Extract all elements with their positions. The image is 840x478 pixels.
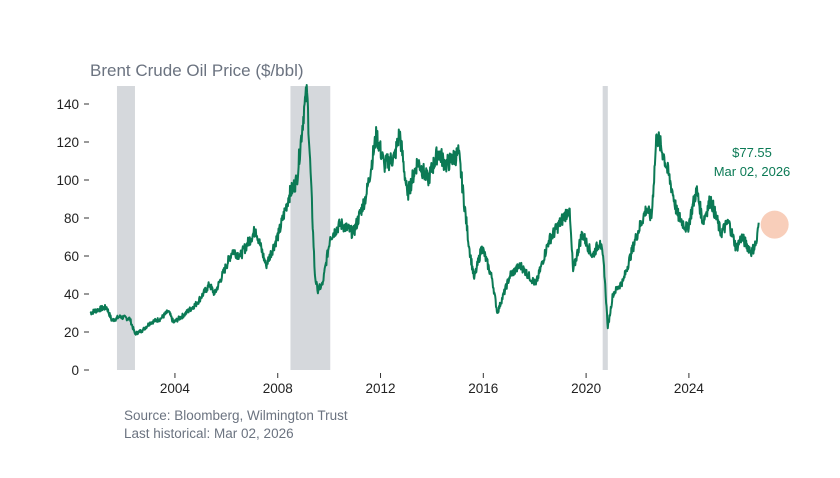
- y-tick-label: 100: [56, 173, 79, 188]
- source-note: Source: Bloomberg, Wilmington Trust: [124, 408, 348, 423]
- x-axis: 2004 2008 2012 2016 2020 2024: [160, 373, 704, 396]
- chart-title: Brent Crude Oil Price ($/bbl): [90, 61, 304, 80]
- annotation-date: Mar 02, 2026: [714, 164, 791, 179]
- y-tick-label: 0: [71, 363, 79, 378]
- recession-band: [290, 86, 331, 370]
- y-tick-label: 20: [64, 325, 79, 340]
- y-axis: 0 20 40 60 80 100 120 140: [56, 97, 89, 378]
- x-tick-label: 2024: [674, 381, 705, 396]
- recession-band: [602, 86, 608, 370]
- last-historical-note: Last historical: Mar 02, 2026: [124, 426, 294, 441]
- x-tick-label: 2020: [571, 381, 601, 396]
- x-tick-label: 2016: [468, 381, 498, 396]
- y-tick-label: 140: [56, 97, 79, 112]
- x-tick-label: 2012: [365, 381, 395, 396]
- recession-bands: [116, 86, 608, 370]
- x-tick-label: 2008: [263, 381, 293, 396]
- y-tick-label: 40: [64, 287, 79, 302]
- latest-point-highlight: [760, 210, 789, 239]
- y-tick-label: 120: [56, 135, 79, 150]
- recession-band: [116, 86, 135, 370]
- annotation-value: $77.55: [732, 145, 772, 160]
- x-tick-label: 2004: [160, 381, 191, 396]
- price-line: [89, 84, 760, 336]
- y-tick-label: 60: [64, 249, 79, 264]
- y-tick-label: 80: [64, 211, 79, 226]
